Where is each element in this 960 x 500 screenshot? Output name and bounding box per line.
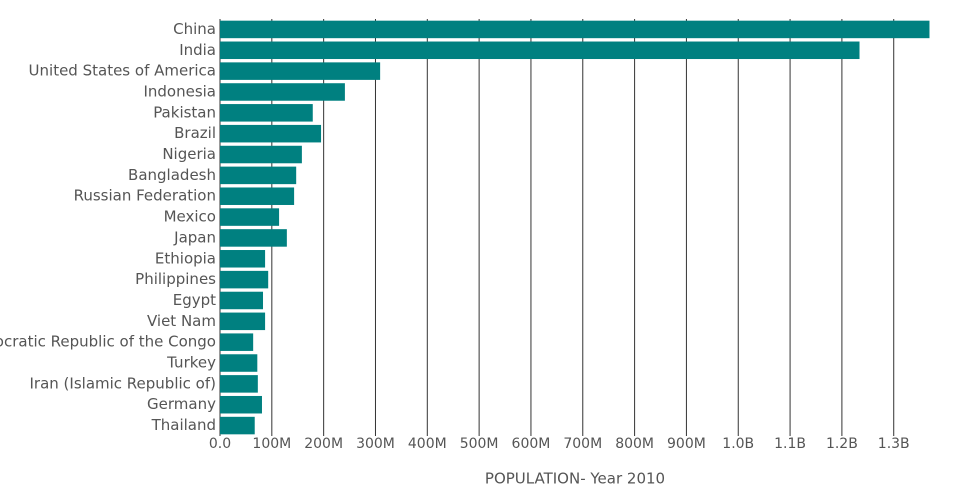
y-tick-label: Thailand: [151, 416, 216, 434]
y-tick-label: Mexico: [164, 208, 216, 226]
bar: [220, 270, 269, 289]
bar: [220, 333, 254, 351]
x-tick-label: 700M: [563, 436, 602, 452]
x-tick-label: 1.1B: [774, 436, 806, 452]
bar: [220, 83, 345, 101]
x-tick-label: 1.0B: [722, 436, 754, 452]
bar: [220, 375, 258, 393]
y-tick-label: Russian Federation: [74, 187, 216, 205]
bar: [220, 291, 264, 310]
bar: [220, 62, 381, 80]
bar: [220, 187, 295, 205]
bar: [220, 124, 322, 143]
bar: [220, 250, 266, 268]
x-tick-label: 200M: [304, 436, 343, 452]
bar: [220, 229, 287, 247]
y-tick-label: Bangladesh: [128, 166, 216, 184]
y-tick-label: Nigeria: [162, 145, 216, 163]
y-tick-label: United States of America: [29, 62, 216, 80]
bar: [220, 312, 266, 331]
y-tick-label: India: [179, 41, 216, 59]
bar: [220, 416, 255, 435]
bar: [220, 41, 860, 60]
bar: [220, 20, 930, 39]
y-tick-label: Pakistan: [153, 103, 216, 121]
y-tick-label: China: [173, 20, 216, 38]
x-tick-label: 100M: [252, 436, 291, 452]
bar: [220, 145, 302, 164]
bar: [220, 354, 258, 372]
x-tick-label: 0.0: [209, 436, 231, 452]
x-tick-label: 500M: [460, 436, 499, 452]
y-tick-label: Democratic Republic of the Congo: [0, 333, 216, 351]
y-tick-label: Ethiopia: [155, 249, 216, 267]
y-tick-label: Turkey: [166, 354, 216, 372]
bar: [220, 208, 280, 226]
y-tick-label: Viet Nam: [147, 312, 216, 330]
x-tick-label: 1.2B: [826, 436, 858, 452]
x-axis-title: POPULATION- Year 2010: [485, 470, 665, 488]
y-tick-label: Iran (Islamic Republic of): [30, 374, 217, 392]
x-tick-label: 300M: [356, 436, 395, 452]
bar: [220, 395, 262, 414]
x-tick-label: 800M: [615, 436, 654, 452]
bar: [220, 166, 297, 185]
y-tick-label: Germany: [147, 395, 216, 413]
x-tick-label: 400M: [408, 436, 447, 452]
y-tick-label: Philippines: [135, 270, 216, 288]
x-tick-label: 900M: [667, 436, 706, 452]
y-tick-label: Brazil: [174, 124, 216, 142]
y-tick-label: Indonesia: [143, 82, 216, 100]
bar: [220, 104, 313, 122]
x-tick-label: 1.3B: [878, 436, 910, 452]
x-tick-label: 600M: [512, 436, 551, 452]
y-tick-label: Japan: [173, 228, 216, 246]
y-tick-label: Egypt: [173, 291, 216, 309]
